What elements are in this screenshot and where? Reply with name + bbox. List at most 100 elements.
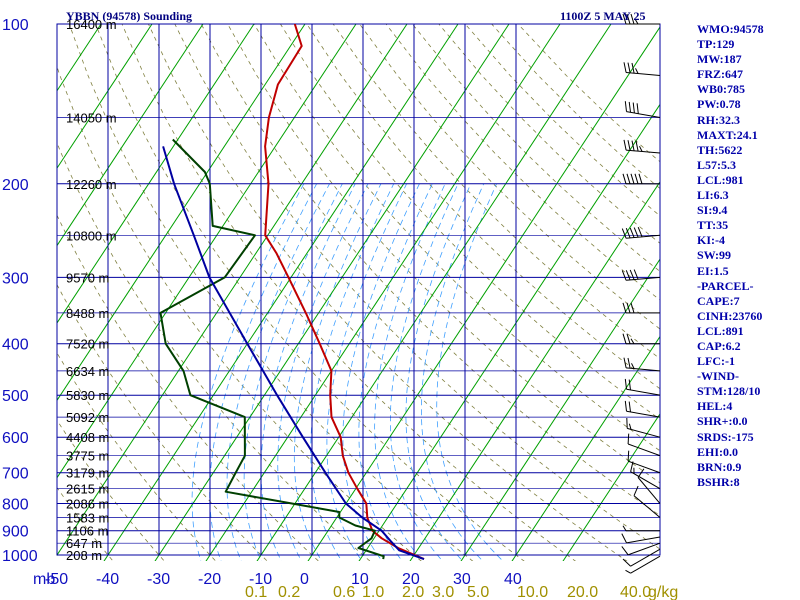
height-label: 16400 m [66,17,117,32]
wind-barb [622,13,660,25]
x-axis-unit-label: mb [33,571,55,588]
dry-adiabat-line [438,24,660,244]
height-label: 6634 m [66,364,109,379]
dry-adiabat-line [200,24,660,517]
dry-adiabat-line [95,24,525,561]
moist-adiabat-line [326,183,407,561]
height-label: 14050 m [66,111,117,126]
chart-time: 1100Z 5 MAY 25 [560,9,645,23]
sounding-index-item: EHI:0.0 [697,444,739,459]
sounding-series-0 [264,24,425,561]
wind-barb [624,101,661,118]
isotherm-line [409,180,660,561]
isotherm-line [562,413,660,561]
wind-barb [622,333,661,345]
dry-adiabat-line [148,24,628,561]
dry-adiabat-line [57,283,268,561]
sounding-index-item: -WIND- [697,369,739,384]
moist-adiabat-line [226,183,330,561]
isotherm-line [57,24,408,556]
sounding-index-item: RH:32.3 [697,112,740,127]
wind-barbs [621,13,661,574]
isotherm-line [511,335,660,561]
mixing-ratio-label: 1.0 [362,584,384,600]
sounding-index-item: FRZ:647 [697,67,743,82]
sounding-index-item: SI:9.4 [697,203,728,218]
sounding-index-item: LI:6.3 [697,188,729,203]
pressure-tick-label: 800 [2,497,29,514]
wind-barb [621,269,661,281]
sounding-index-item: WB0:785 [697,82,745,97]
plot-frame [56,23,661,556]
dry-adiabat-line [174,24,660,550]
temperature-tick-label: -10 [249,571,272,588]
sounding-index-item: BRN:0.9 [697,459,742,474]
pressure-tick-label: 300 [2,270,29,287]
moist-adiabat-line [374,183,446,561]
dry-adiabat-line [57,141,371,561]
sounding-index-item: TP:129 [697,37,735,52]
sounding-series-2 [162,146,425,561]
wind-barb [624,378,661,396]
height-label: 2086 m [66,497,109,512]
wind-barb [627,450,661,474]
moist-adiabat-line [191,183,305,561]
wind-barb [622,548,661,567]
height-label: 5092 m [66,410,109,425]
mixing-ratio-label: 2.0 [402,584,424,600]
pressure-tick-label: 600 [2,430,29,447]
sounding-index-item: TT:35 [697,218,729,233]
mixing-ratio-label: 40.0 [620,584,651,600]
dry-adiabat-line [306,24,660,390]
moist-adiabat-line [209,183,317,561]
wind-barb [622,525,661,532]
isotherm-lines [57,24,660,561]
dry-adiabat-line [57,486,114,561]
chart-title: YBBN (94578) Sounding [66,9,192,23]
sounding-index-item: CAPE:7 [697,293,740,308]
pressure-tick-label: 1000 [2,548,38,565]
sounding-indices: WMO:94578 TP:129 MW:187 FRZ:647 WB0:785 PW:0.… [697,22,797,490]
moist-adiabat-line [358,183,433,561]
pressure-tick-label: 500 [2,388,29,405]
moist-adiabat-line [405,183,472,561]
sounding-index-item: KI:-4 [697,233,725,248]
height-label: 1583 m [66,511,109,526]
temperature-tick-label: -30 [147,571,170,588]
moist-adiabat-line [390,183,459,561]
mixing-ratio-label: 5.0 [467,584,489,600]
height-label: 8488 m [66,306,109,321]
isotherm-line [57,24,153,170]
sounding-index-item: PW:0.78 [697,97,741,112]
sounding-index-item: -PARCEL- [697,278,754,293]
sounding-index-item: LCL:981 [697,172,744,187]
moist-adiabat-line [243,183,343,561]
wind-barb [621,227,661,239]
temperature-tick-label: 10 [351,571,369,588]
temperature-tick-label: -20 [198,571,221,588]
isotherm-line [358,103,660,561]
pressure-tick-label: 900 [2,524,29,541]
wind-barb [622,302,661,314]
pressure-tick-label: 200 [2,177,29,194]
sounding-index-item: SW:99 [697,248,732,263]
height-label: 7520 m [66,337,109,352]
sounding-index-item: TH:5622 [697,142,743,157]
sounding-index-item: CAP:6.2 [697,338,741,353]
height-label: 5830 m [66,388,109,403]
temperature-tick-label: -50 [45,571,68,588]
height-label: 12260 m [66,177,117,192]
moist-adiabat-line [277,183,369,561]
height-label: 647 m [66,536,102,551]
wind-barb [627,433,661,457]
sounding-index-item: BSHR:8 [697,474,740,489]
adiabat-lines [57,24,660,561]
sounding-index-item: LCL:891 [697,323,744,338]
sounding-profiles [159,24,425,561]
sounding-index-item: SHR+:0.0 [697,414,748,429]
dry-adiabat-line [57,419,165,561]
isotherm-line [307,26,660,561]
isotherm-line [57,24,255,324]
mixing-ratio-label: 3.0 [432,584,454,600]
height-label: 1106 m [66,524,108,539]
